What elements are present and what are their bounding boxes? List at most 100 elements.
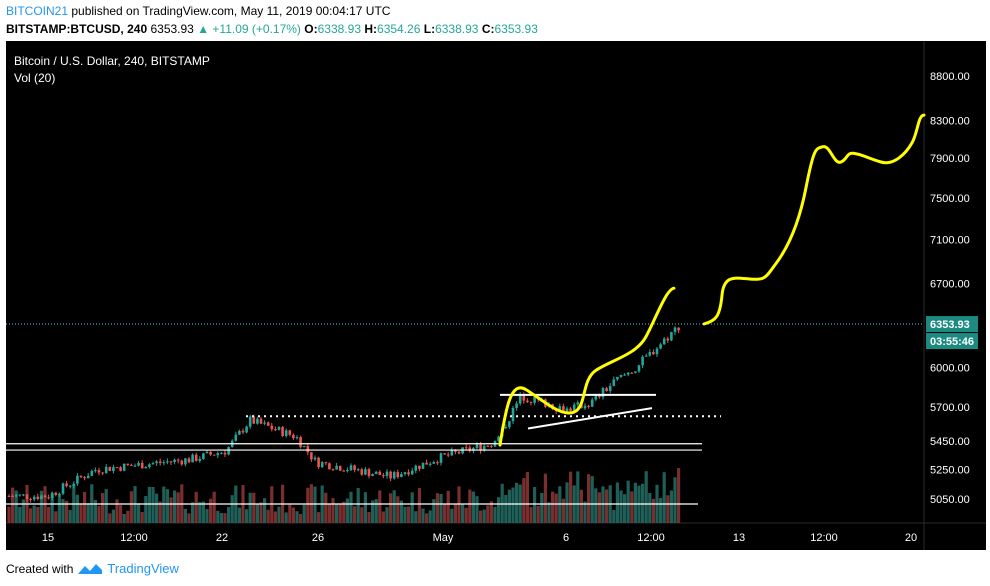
- countdown-badge: [926, 333, 978, 350]
- candle-body: [612, 379, 616, 386]
- candle-body: [148, 464, 151, 467]
- candle-body: [245, 426, 248, 433]
- projection-path-drawing[interactable]: [702, 113, 926, 326]
- volume-bar: [47, 506, 51, 523]
- volume-bar: [403, 506, 407, 523]
- price-chart[interactable]: 8800.00 8300.00 7900.00 7500.00 7100.00 6700.…: [6, 41, 986, 550]
- candle-body: [439, 453, 443, 463]
- candle-body: [436, 462, 439, 464]
- volume-bar: [425, 513, 429, 523]
- author-link[interactable]: BITCOIN21: [6, 4, 69, 18]
- open-value: 6338.93: [317, 22, 361, 36]
- candle-body: [677, 327, 680, 331]
- volume-bar: [561, 498, 565, 523]
- candle-body: [61, 483, 65, 494]
- candle-body: [72, 483, 76, 486]
- volume-bar: [173, 490, 177, 523]
- volume-bar: [277, 506, 281, 523]
- candle-body: [202, 453, 205, 459]
- candle-body: [598, 395, 601, 398]
- candle-body: [176, 459, 180, 461]
- last-price-label: 6353.93: [930, 319, 970, 331]
- volume-bar: [414, 511, 418, 523]
- candle-body: [43, 495, 47, 498]
- volume-bar: [529, 507, 533, 523]
- candle-body: [18, 494, 22, 496]
- volume-bar: [576, 471, 580, 523]
- volume-bar: [349, 491, 353, 523]
- tradingview-brand-link[interactable]: TradingView: [107, 561, 179, 576]
- time-tick-label: 12:00: [637, 532, 665, 544]
- candle-body: [137, 462, 140, 466]
- volume-bar: [536, 505, 540, 523]
- volume-bar: [79, 503, 83, 523]
- volume-bar: [428, 510, 432, 523]
- pennant-bottom-line[interactable]: [527, 407, 653, 430]
- volume-bar: [633, 482, 637, 523]
- volume-bar: [363, 492, 367, 523]
- volume-bar: [630, 491, 634, 523]
- chart-title: Bitcoin / U.S. Dollar, 240, BITSTAMP: [14, 54, 210, 68]
- publish-info: BITCOIN21 published on TradingView.com, …: [6, 4, 390, 18]
- candle-body: [184, 458, 187, 465]
- volume-bar: [32, 505, 36, 523]
- volume-bar: [446, 490, 450, 523]
- candle-body: [151, 463, 155, 465]
- candle-body: [529, 402, 533, 404]
- candle-body: [659, 344, 662, 349]
- candle-body: [54, 492, 58, 495]
- candle-body: [306, 445, 310, 453]
- candle-body: [583, 405, 587, 409]
- volume-bar: [101, 493, 105, 523]
- volume-bar: [410, 492, 414, 523]
- bar-countdown-label: 03:55:46: [930, 336, 974, 348]
- volume-bar: [525, 472, 529, 523]
- candle-body: [76, 475, 79, 484]
- candle-body: [22, 494, 25, 496]
- candle-body: [670, 332, 673, 341]
- candle-body: [238, 430, 241, 435]
- volume-bar: [237, 507, 241, 523]
- volume-bar: [57, 494, 61, 523]
- candle-body: [382, 475, 385, 477]
- volume-bar: [104, 489, 108, 523]
- candle-body: [378, 471, 382, 476]
- candle-body: [241, 430, 245, 433]
- candle-body: [407, 472, 410, 475]
- volume-bar: [270, 486, 274, 523]
- candle-body: [396, 472, 400, 478]
- volume-bar: [662, 472, 666, 523]
- bullish-path-drawing[interactable]: [498, 286, 676, 447]
- candle-body: [522, 394, 526, 401]
- candle-body: [119, 467, 122, 471]
- volume-bar: [165, 489, 169, 523]
- candle-body: [274, 429, 277, 431]
- candle-body: [317, 457, 320, 468]
- candle-body: [446, 454, 450, 456]
- volume-bar: [500, 483, 504, 523]
- candle-body: [389, 471, 392, 479]
- candle-body: [288, 430, 292, 435]
- last-price-badge: [926, 316, 978, 333]
- volume-bar: [144, 495, 148, 523]
- candle-body: [40, 495, 43, 500]
- volume-bar: [597, 492, 601, 523]
- close-label: C:: [481, 22, 495, 36]
- volume-bar: [619, 490, 623, 523]
- volume-bar: [507, 489, 511, 523]
- candle-body: [313, 457, 317, 460]
- candle-body: [162, 462, 166, 464]
- candle-body: [608, 385, 612, 392]
- candle-body: [256, 418, 259, 424]
- candle-body: [115, 467, 119, 469]
- candle-body: [508, 421, 511, 428]
- volume-bar: [453, 503, 457, 523]
- candle-body: [335, 465, 338, 470]
- candle-body: [47, 497, 50, 499]
- candle-body: [83, 477, 86, 479]
- volume-bar: [108, 513, 112, 523]
- volume-bar: [396, 496, 400, 523]
- candle-body: [623, 374, 626, 376]
- volume-bar: [489, 501, 493, 523]
- low-value: 6338.93: [435, 22, 479, 36]
